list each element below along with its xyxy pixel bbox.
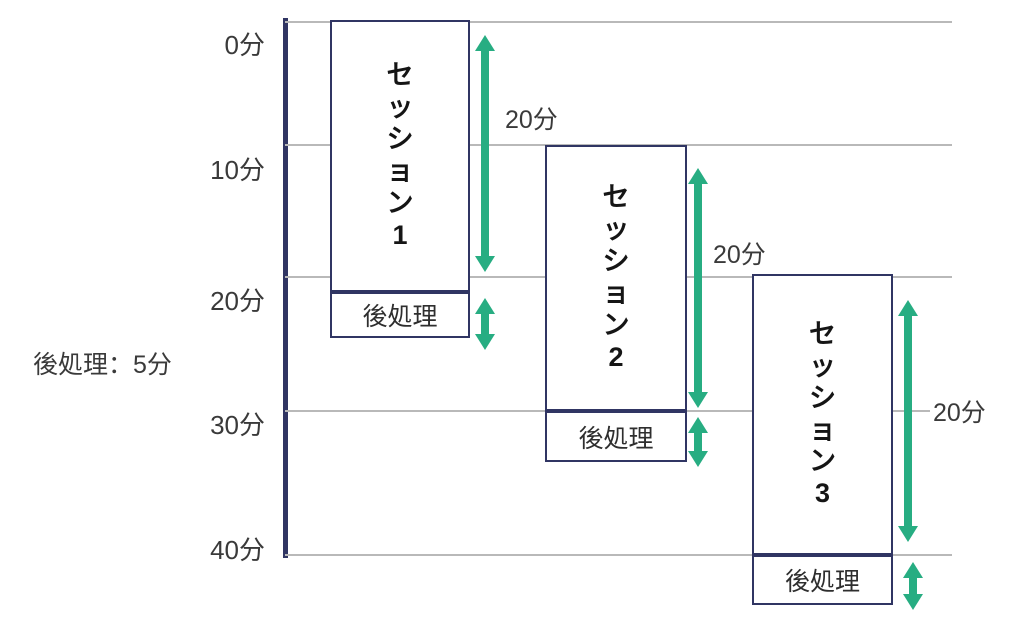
post-processing-note: 後処理：5分	[33, 351, 172, 379]
session-3-post-arrow-icon	[903, 562, 923, 610]
arrow-up-icon	[475, 298, 495, 314]
arrow-shaft	[481, 311, 489, 337]
arrow-up-icon	[688, 417, 708, 433]
session-3-post-box: 後処理	[752, 555, 893, 605]
session-1-post-label: 後処理	[362, 303, 438, 331]
arrow-shaft	[909, 575, 917, 597]
session-3-duration-label: 20分	[930, 396, 989, 430]
arrow-shaft	[481, 48, 489, 259]
arrow-shaft	[694, 181, 702, 395]
session-1-box: セッション1	[330, 20, 470, 292]
arrow-down-icon	[903, 594, 923, 610]
session-2-box: セッション2	[545, 145, 687, 411]
arrow-down-icon	[898, 526, 918, 542]
tick-label-30min: 30分	[210, 410, 265, 440]
session-1-duration-label: 20分	[505, 106, 558, 134]
session-3-box: セッション3	[752, 274, 893, 555]
arrow-shaft	[694, 430, 702, 454]
session-3-post-label: 後処理	[784, 568, 860, 596]
time-axis-line	[283, 18, 288, 558]
session-1-post-box: 後処理	[330, 292, 470, 338]
session-1-duration-arrow-icon	[475, 35, 495, 272]
session-2-post-label: 後処理	[578, 424, 654, 453]
arrow-up-icon	[903, 562, 923, 578]
arrow-shaft	[904, 313, 912, 529]
session-2-duration-arrow-icon	[688, 168, 708, 408]
gridline-40min	[285, 554, 952, 556]
session-3-duration-arrow-icon	[898, 300, 918, 542]
tick-label-20min: 20分	[210, 286, 265, 316]
session-2-post-box: 後処理	[545, 411, 687, 462]
session-1-title: セッション1	[386, 60, 414, 250]
tick-label-10min: 10分	[210, 155, 265, 185]
session-2-title: セッション2	[602, 182, 630, 372]
tick-label-0min: 0分	[224, 30, 265, 60]
arrow-up-icon	[898, 300, 918, 316]
arrow-down-icon	[475, 334, 495, 350]
session-2-post-arrow-icon	[688, 417, 708, 467]
tick-label-40min: 40分	[210, 535, 265, 565]
gridline-0min	[285, 21, 952, 23]
arrow-down-icon	[688, 451, 708, 467]
session-2-duration-label: 20分	[713, 241, 766, 269]
session-3-title: セッション3	[808, 318, 836, 509]
arrow-up-icon	[688, 168, 708, 184]
arrow-up-icon	[475, 35, 495, 51]
arrow-down-icon	[688, 392, 708, 408]
arrow-down-icon	[475, 256, 495, 272]
session-1-post-arrow-icon	[475, 298, 495, 350]
